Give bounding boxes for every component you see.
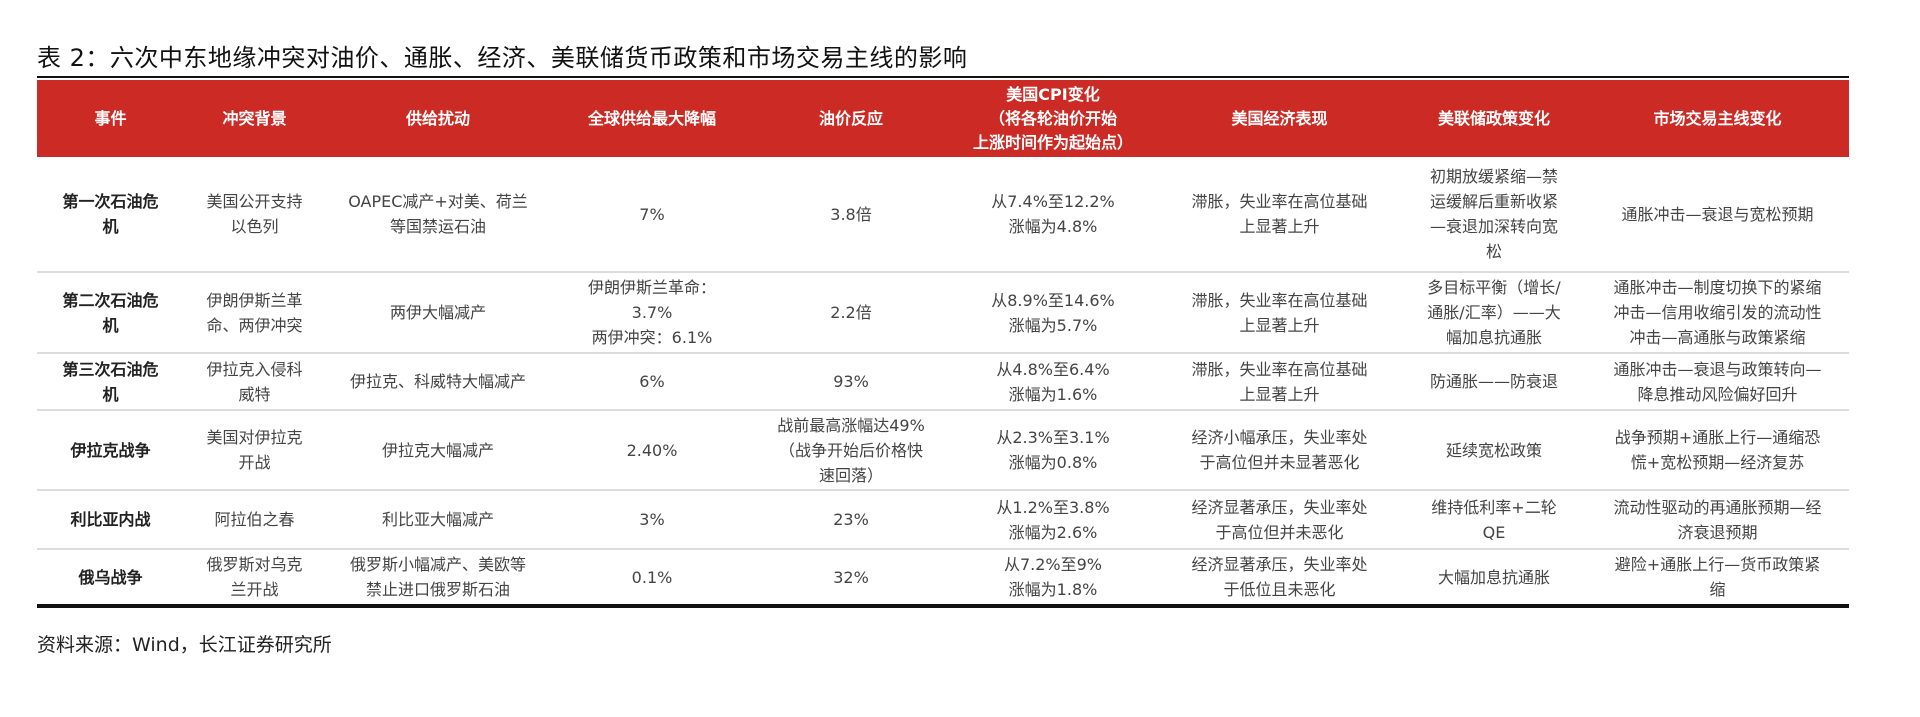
table-cell: 滞胀，失业率在高位基础 上显著上升 (1157, 272, 1402, 354)
column-header: 冲突背景 (184, 80, 325, 157)
table-cell: 多目标平衡（增长/ 通胀/汇率）——大 幅加息抗通胀 (1402, 272, 1586, 354)
table-cell: 战争预期+通胀上行—通缩恐 慌+宽松预期—经济复苏 (1586, 410, 1849, 491)
column-header: 油价反应 (753, 80, 949, 157)
table-cell: 从4.8%至6.4% 涨幅为1.6% (949, 353, 1157, 411)
table-cell: 2.2倍 (753, 272, 949, 354)
table-cell: 从7.2%至9% 涨幅为1.8% (949, 549, 1157, 608)
event-cell: 第二次石油危 机 (37, 272, 184, 354)
title-divider (37, 76, 1849, 78)
column-header: 美国CPI变化 （将各轮油价开始 上涨时间作为起始点） (949, 80, 1157, 157)
column-header: 供给扰动 (325, 80, 551, 157)
table-cell: 伊朗伊斯兰革 命、两伊冲突 (184, 272, 325, 354)
table-cell: 2.40% (551, 410, 753, 491)
table-row: 利比亚内战 阿拉伯之春 利比亚大幅减产 3% 23% 从1.2%至3.8% 涨幅为2.6%… (37, 490, 1849, 550)
event-cell: 第三次石油危 机 (37, 353, 184, 411)
column-header: 事件 (37, 80, 184, 157)
table-cell: 23% (753, 490, 949, 550)
table-cell: 维持低利率+二轮 QE (1402, 490, 1586, 550)
table-cell: 大幅加息抗通胀 (1402, 549, 1586, 608)
table-cell: 7% (551, 157, 753, 273)
table-title: 表 2：六次中东地缘冲突对油价、通胀、经济、美联储货币政策和市场交易主线的影响 (37, 44, 968, 72)
table-cell: 伊拉克入侵科 威特 (184, 353, 325, 411)
table-cell: OAPEC减产+对美、荷兰 等国禁运石油 (325, 157, 551, 273)
column-header: 市场交易主线变化 (1586, 80, 1849, 157)
table-cell: 俄罗斯对乌克 兰开战 (184, 549, 325, 608)
table-row: 伊拉克战争 美国对伊拉克 开战 伊拉克大幅减产 2.40% 战前最高涨幅达49% （战争… (37, 410, 1849, 491)
table-cell: 经济显著承压，失业率处 于高位但并未恶化 (1157, 490, 1402, 550)
table-cell: 滞胀，失业率在高位基础 上显著上升 (1157, 157, 1402, 273)
event-cell: 第一次石油危 机 (37, 157, 184, 273)
table-cell: 0.1% (551, 549, 753, 608)
table-row: 第三次石油危 机伊拉克入侵科 威特 伊拉克、科威特大幅减产 6% 93% 从4.8%至6… (37, 353, 1849, 411)
table-cell: 避险+通胀上行—货币政策紧 缩 (1586, 549, 1849, 608)
table-cell: 伊拉克、科威特大幅减产 (325, 353, 551, 411)
table-cell: 6% (551, 353, 753, 411)
table-cell: 3% (551, 490, 753, 550)
table-header-row: 事件 冲突背景 供给扰动 全球供给最大降幅 油价反应 美国CPI变化 （将各轮油价开始 上… (37, 80, 1849, 157)
table-cell: 从1.2%至3.8% 涨幅为2.6% (949, 490, 1157, 550)
table-row: 第一次石油危 机美国公开支持 以色列 OAPEC减产+对美、荷兰 等国禁运石油 7%… (37, 157, 1849, 273)
table-cell: 通胀冲击—制度切换下的紧缩 冲击—信用收缩引发的流动性 冲击—高通胀与政策紧缩 (1586, 272, 1849, 354)
table-cell: 美国公开支持 以色列 (184, 157, 325, 273)
table-cell: 利比亚大幅减产 (325, 490, 551, 550)
table-cell: 延续宽松政策 (1402, 410, 1586, 491)
column-header: 美国经济表现 (1157, 80, 1402, 157)
table-cell: 经济小幅承压，失业率处 于高位但并未显著恶化 (1157, 410, 1402, 491)
column-header: 全球供给最大降幅 (551, 80, 753, 157)
source-note: 资料来源：Wind，长江证券研究所 (37, 634, 332, 656)
table-cell: 从2.3%至3.1% 涨幅为0.8% (949, 410, 1157, 491)
table-cell: 美国对伊拉克 开战 (184, 410, 325, 491)
table-cell: 阿拉伯之春 (184, 490, 325, 550)
table-cell: 初期放缓紧缩—禁 运缓解后重新收紧 —衰退加深转向宽 松 (1402, 157, 1586, 273)
table-cell: 经济显著承压，失业率处 于低位且未恶化 (1157, 549, 1402, 608)
table-cell: 滞胀，失业率在高位基础 上显著上升 (1157, 353, 1402, 411)
table-cell: 伊朗伊斯兰革命： 3.7% 两伊冲突：6.1% (551, 272, 753, 354)
table-cell: 从8.9%至14.6% 涨幅为5.7% (949, 272, 1157, 354)
table-cell: 通胀冲击—衰退与宽松预期 (1586, 157, 1849, 273)
table-cell: 从7.4%至12.2% 涨幅为4.8% (949, 157, 1157, 273)
table-cell: 伊拉克大幅减产 (325, 410, 551, 491)
event-cell: 伊拉克战争 (37, 410, 184, 491)
table-cell: 防通胀——防衰退 (1402, 353, 1586, 411)
column-header: 美联储政策变化 (1402, 80, 1586, 157)
table-row: 俄乌战争 俄罗斯对乌克 兰开战 俄罗斯小幅减产、美欧等 禁止进口俄罗斯石油 0.1% 3… (37, 549, 1849, 608)
table-cell: 通胀冲击—衰退与政策转向— 降息推动风险偏好回升 (1586, 353, 1849, 411)
table-cell: 32% (753, 549, 949, 608)
oil-conflict-table: 事件 冲突背景 供给扰动 全球供给最大降幅 油价反应 美国CPI变化 （将各轮油价开始 上… (37, 80, 1849, 608)
table-cell: 战前最高涨幅达49% （战争开始后价格快 速回落） (753, 410, 949, 491)
table-cell: 3.8倍 (753, 157, 949, 273)
event-cell: 利比亚内战 (37, 490, 184, 550)
table-cell: 93% (753, 353, 949, 411)
table-cell: 流动性驱动的再通胀预期—经 济衰退预期 (1586, 490, 1849, 550)
table-cell: 俄罗斯小幅减产、美欧等 禁止进口俄罗斯石油 (325, 549, 551, 608)
table-cell: 两伊大幅减产 (325, 272, 551, 354)
table-row: 第二次石油危 机伊朗伊斯兰革 命、两伊冲突 两伊大幅减产 伊朗伊斯兰革命： 3.7%… (37, 272, 1849, 354)
event-cell: 俄乌战争 (37, 549, 184, 608)
